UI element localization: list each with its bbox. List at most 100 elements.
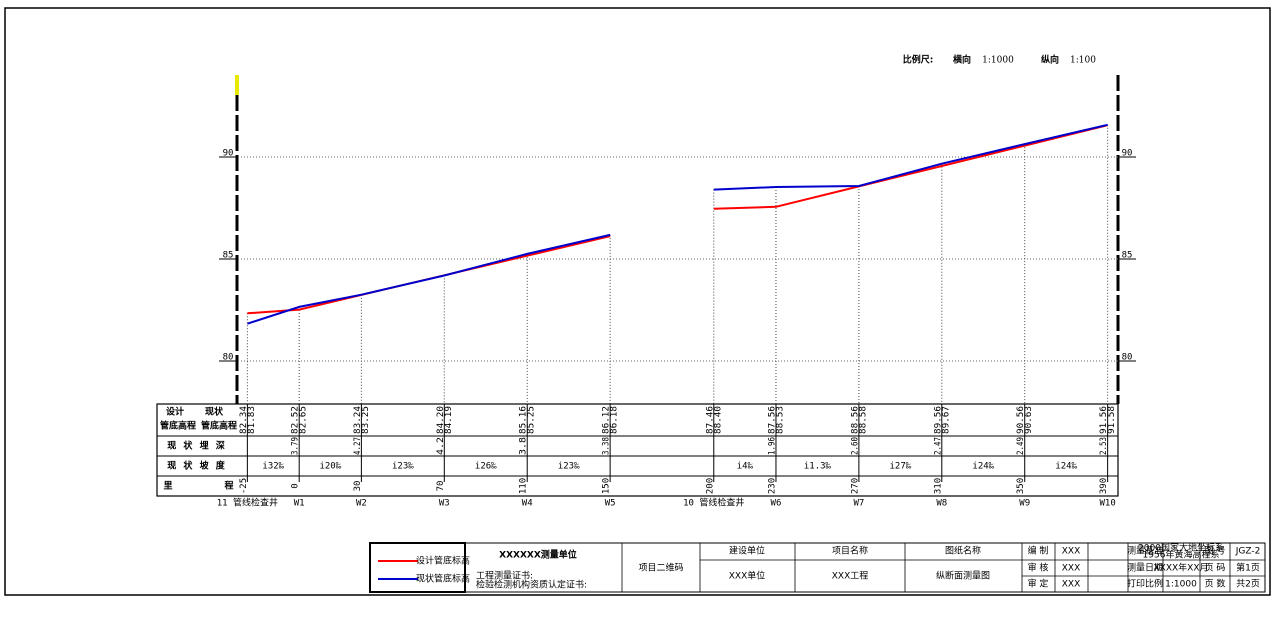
scale-v-label: 纵向 <box>1041 54 1059 66</box>
title-block-text: 检验检测机构资质认定证书: <box>476 579 587 591</box>
title-block-text: XXX单位 <box>729 570 766 582</box>
title-block-text: 建设单位 <box>729 545 765 557</box>
mileage-label: 230 <box>767 478 777 494</box>
title-block-text: 图纸名称 <box>945 545 981 557</box>
slope-label: i24‰ <box>1055 462 1077 472</box>
row-label: 程 <box>224 480 233 492</box>
depth-label: 2.60 <box>850 437 860 455</box>
station-label: W9 <box>1019 499 1030 509</box>
title-block-text: 第1页 <box>1236 562 1260 574</box>
legend-label: 设计管底标高 <box>416 555 470 567</box>
station-label: W5 <box>605 499 616 509</box>
title-block-text: 测量日期 <box>1127 563 1163 574</box>
profile-line <box>713 124 1108 210</box>
elevation-label: 89.67 <box>941 406 951 434</box>
elevation-label: 88.56 <box>850 406 860 434</box>
y-tick-label: 90 <box>223 149 234 159</box>
table-frame <box>156 403 1119 497</box>
mileage-label: 390 <box>1099 478 1109 494</box>
depth-label: 4.27 <box>353 437 363 455</box>
profile-line <box>713 123 1108 191</box>
title-block-text: 编 制 <box>1028 545 1049 557</box>
row-label: 现 状 埋 深 <box>167 440 226 452</box>
scale-h: 1:1000 <box>982 56 1014 66</box>
title-block-text: XXXXXX测量单位 <box>499 549 577 561</box>
y-tick-label: 85 <box>223 251 234 261</box>
row-label: 管底高程 <box>201 420 237 432</box>
title-block-text: XXXX年XX月 <box>1154 562 1209 574</box>
depth-label: 1.96 <box>767 437 777 455</box>
elevation-label: 82.52 <box>291 406 301 434</box>
title-block-text: 审 定 <box>1028 578 1049 590</box>
depth-label: 2.49 <box>1016 437 1026 455</box>
mileage-label: 200 <box>705 478 715 494</box>
row-label: 里 <box>163 481 172 492</box>
row-label: 设计 <box>166 406 184 418</box>
mileage-label: 270 <box>850 478 860 494</box>
station-label: W4 <box>522 499 533 509</box>
y-tick-label: 80 <box>223 353 234 363</box>
elevation-label: 91.56 <box>1099 406 1109 434</box>
scale-h-label: 横向 <box>953 54 971 66</box>
row-label: 现状 <box>205 406 224 418</box>
title-block-text: 项目二维码 <box>638 562 683 574</box>
mileage-label: 0 <box>291 483 301 488</box>
slope-label: i23‰ <box>392 462 414 472</box>
station-label: 11 管线检查井 <box>217 497 278 509</box>
depth-label: 3.38 <box>602 437 612 455</box>
y-tick-label: 85 <box>1122 251 1133 261</box>
title-block-text: XXX <box>1062 564 1081 574</box>
depth-label: 4.2 <box>436 437 446 455</box>
elevation-label: 89.56 <box>933 406 943 434</box>
depth-label: 2.53 <box>1099 437 1109 455</box>
scale-v: 1:100 <box>1070 56 1096 66</box>
title-block-text: 审 核 <box>1028 562 1049 574</box>
title-block-text: XXX工程 <box>832 571 869 582</box>
title-block-text: JGZ-2 <box>1235 547 1261 557</box>
slope-label: i4‰ <box>737 462 754 472</box>
mileage-label: 70 <box>436 481 446 492</box>
title-block-text: 项目名称 <box>832 545 868 557</box>
elevation-label: 82.34 <box>239 406 249 434</box>
title-block-text: 测量基准 <box>1127 545 1163 557</box>
y-tick-label: 80 <box>1122 353 1133 363</box>
slope-label: i32‰ <box>262 462 284 472</box>
slope-label: i20‰ <box>319 462 341 472</box>
station-label: W3 <box>439 499 450 509</box>
profile-line <box>247 233 611 325</box>
row-label: 管底高程 <box>160 420 196 432</box>
elevation-label: 81.83 <box>247 406 257 434</box>
slope-label: i26‰ <box>475 462 497 472</box>
elevation-label: 87.46 <box>705 406 715 434</box>
depth-label: 2.47 <box>933 437 943 455</box>
elevation-label: 84.19 <box>444 406 454 434</box>
elevation-label: 90.56 <box>1016 406 1026 434</box>
mileage-label: 350 <box>1016 478 1026 494</box>
station-label: W6 <box>771 499 782 509</box>
title-block-text: 工程测量证书: <box>476 571 533 582</box>
elevation-label: 87.56 <box>767 406 777 434</box>
title-block-text: 共2页 <box>1236 579 1260 590</box>
title-block-text: 纵断面测量图 <box>936 570 990 582</box>
mileage-label: 30 <box>353 481 363 492</box>
depth-label: 3.79 <box>291 437 301 455</box>
elevation-label: 83.25 <box>361 406 371 434</box>
station-label: W1 <box>294 499 305 509</box>
slope-label: i1.3‰ <box>804 462 832 472</box>
elevation-label: 86.18 <box>610 406 620 434</box>
station-label: W10 <box>1100 499 1116 509</box>
title-block-text: 打印比例 <box>1127 578 1163 590</box>
legend-box <box>369 542 466 593</box>
mileage-label: 150 <box>602 478 612 494</box>
elevation-label: 84.20 <box>436 406 446 434</box>
elevation-label: 88.40 <box>713 406 723 434</box>
elevation-label: 85.25 <box>527 406 537 434</box>
elevation-label: 86.12 <box>602 406 612 434</box>
elevation-label: 90.63 <box>1024 406 1034 434</box>
frame <box>4 7 1271 596</box>
scale-label: 比例尺: <box>903 54 934 66</box>
station-label: W2 <box>356 499 367 509</box>
mileage-label: -25 <box>239 478 249 494</box>
title-block-text: XXX <box>1062 580 1081 590</box>
